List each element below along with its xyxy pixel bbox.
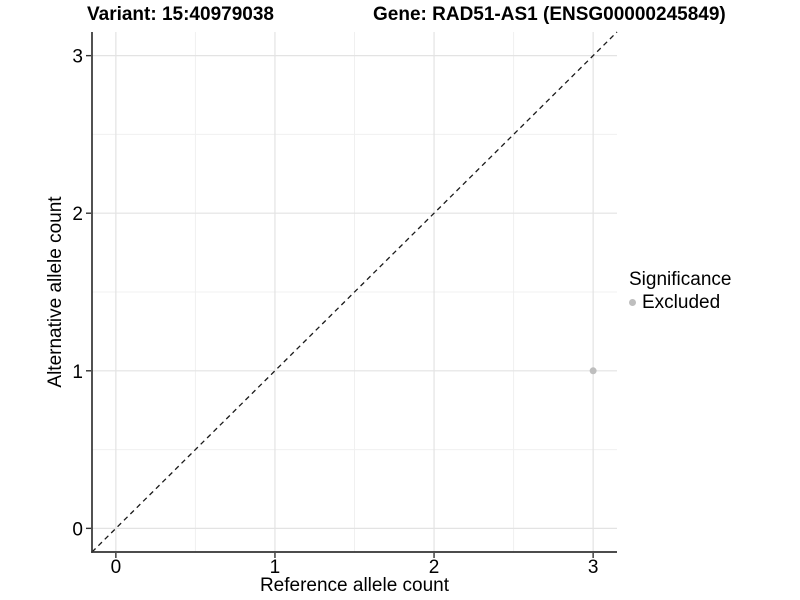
legend-dot-icon	[629, 299, 636, 306]
variant-title: Variant: 15:40979038	[87, 4, 274, 25]
legend: Significance Excluded	[629, 268, 731, 314]
legend-title: Significance	[629, 269, 732, 290]
legend-item-label: Excluded	[642, 292, 721, 313]
y-axis-title: Alternative allele count	[45, 196, 66, 388]
gene-title: Gene: RAD51-AS1 (ENSG00000245849)	[373, 4, 726, 25]
x-axis-title: Reference allele count	[259, 575, 450, 596]
y-tick-label: 1	[72, 362, 83, 383]
legend-item-excluded: Excluded	[629, 291, 731, 314]
x-tick-label: 0	[111, 557, 122, 578]
identity-dashed-line	[91, 31, 618, 553]
y-tick-label: 2	[72, 204, 83, 225]
data-point	[589, 367, 597, 375]
x-tick-label: 2	[429, 557, 440, 578]
y-tick-label: 0	[72, 519, 83, 540]
x-tick-label: 1	[270, 557, 281, 578]
x-tick-label: 3	[588, 557, 599, 578]
y-tick-label: 3	[72, 47, 83, 68]
